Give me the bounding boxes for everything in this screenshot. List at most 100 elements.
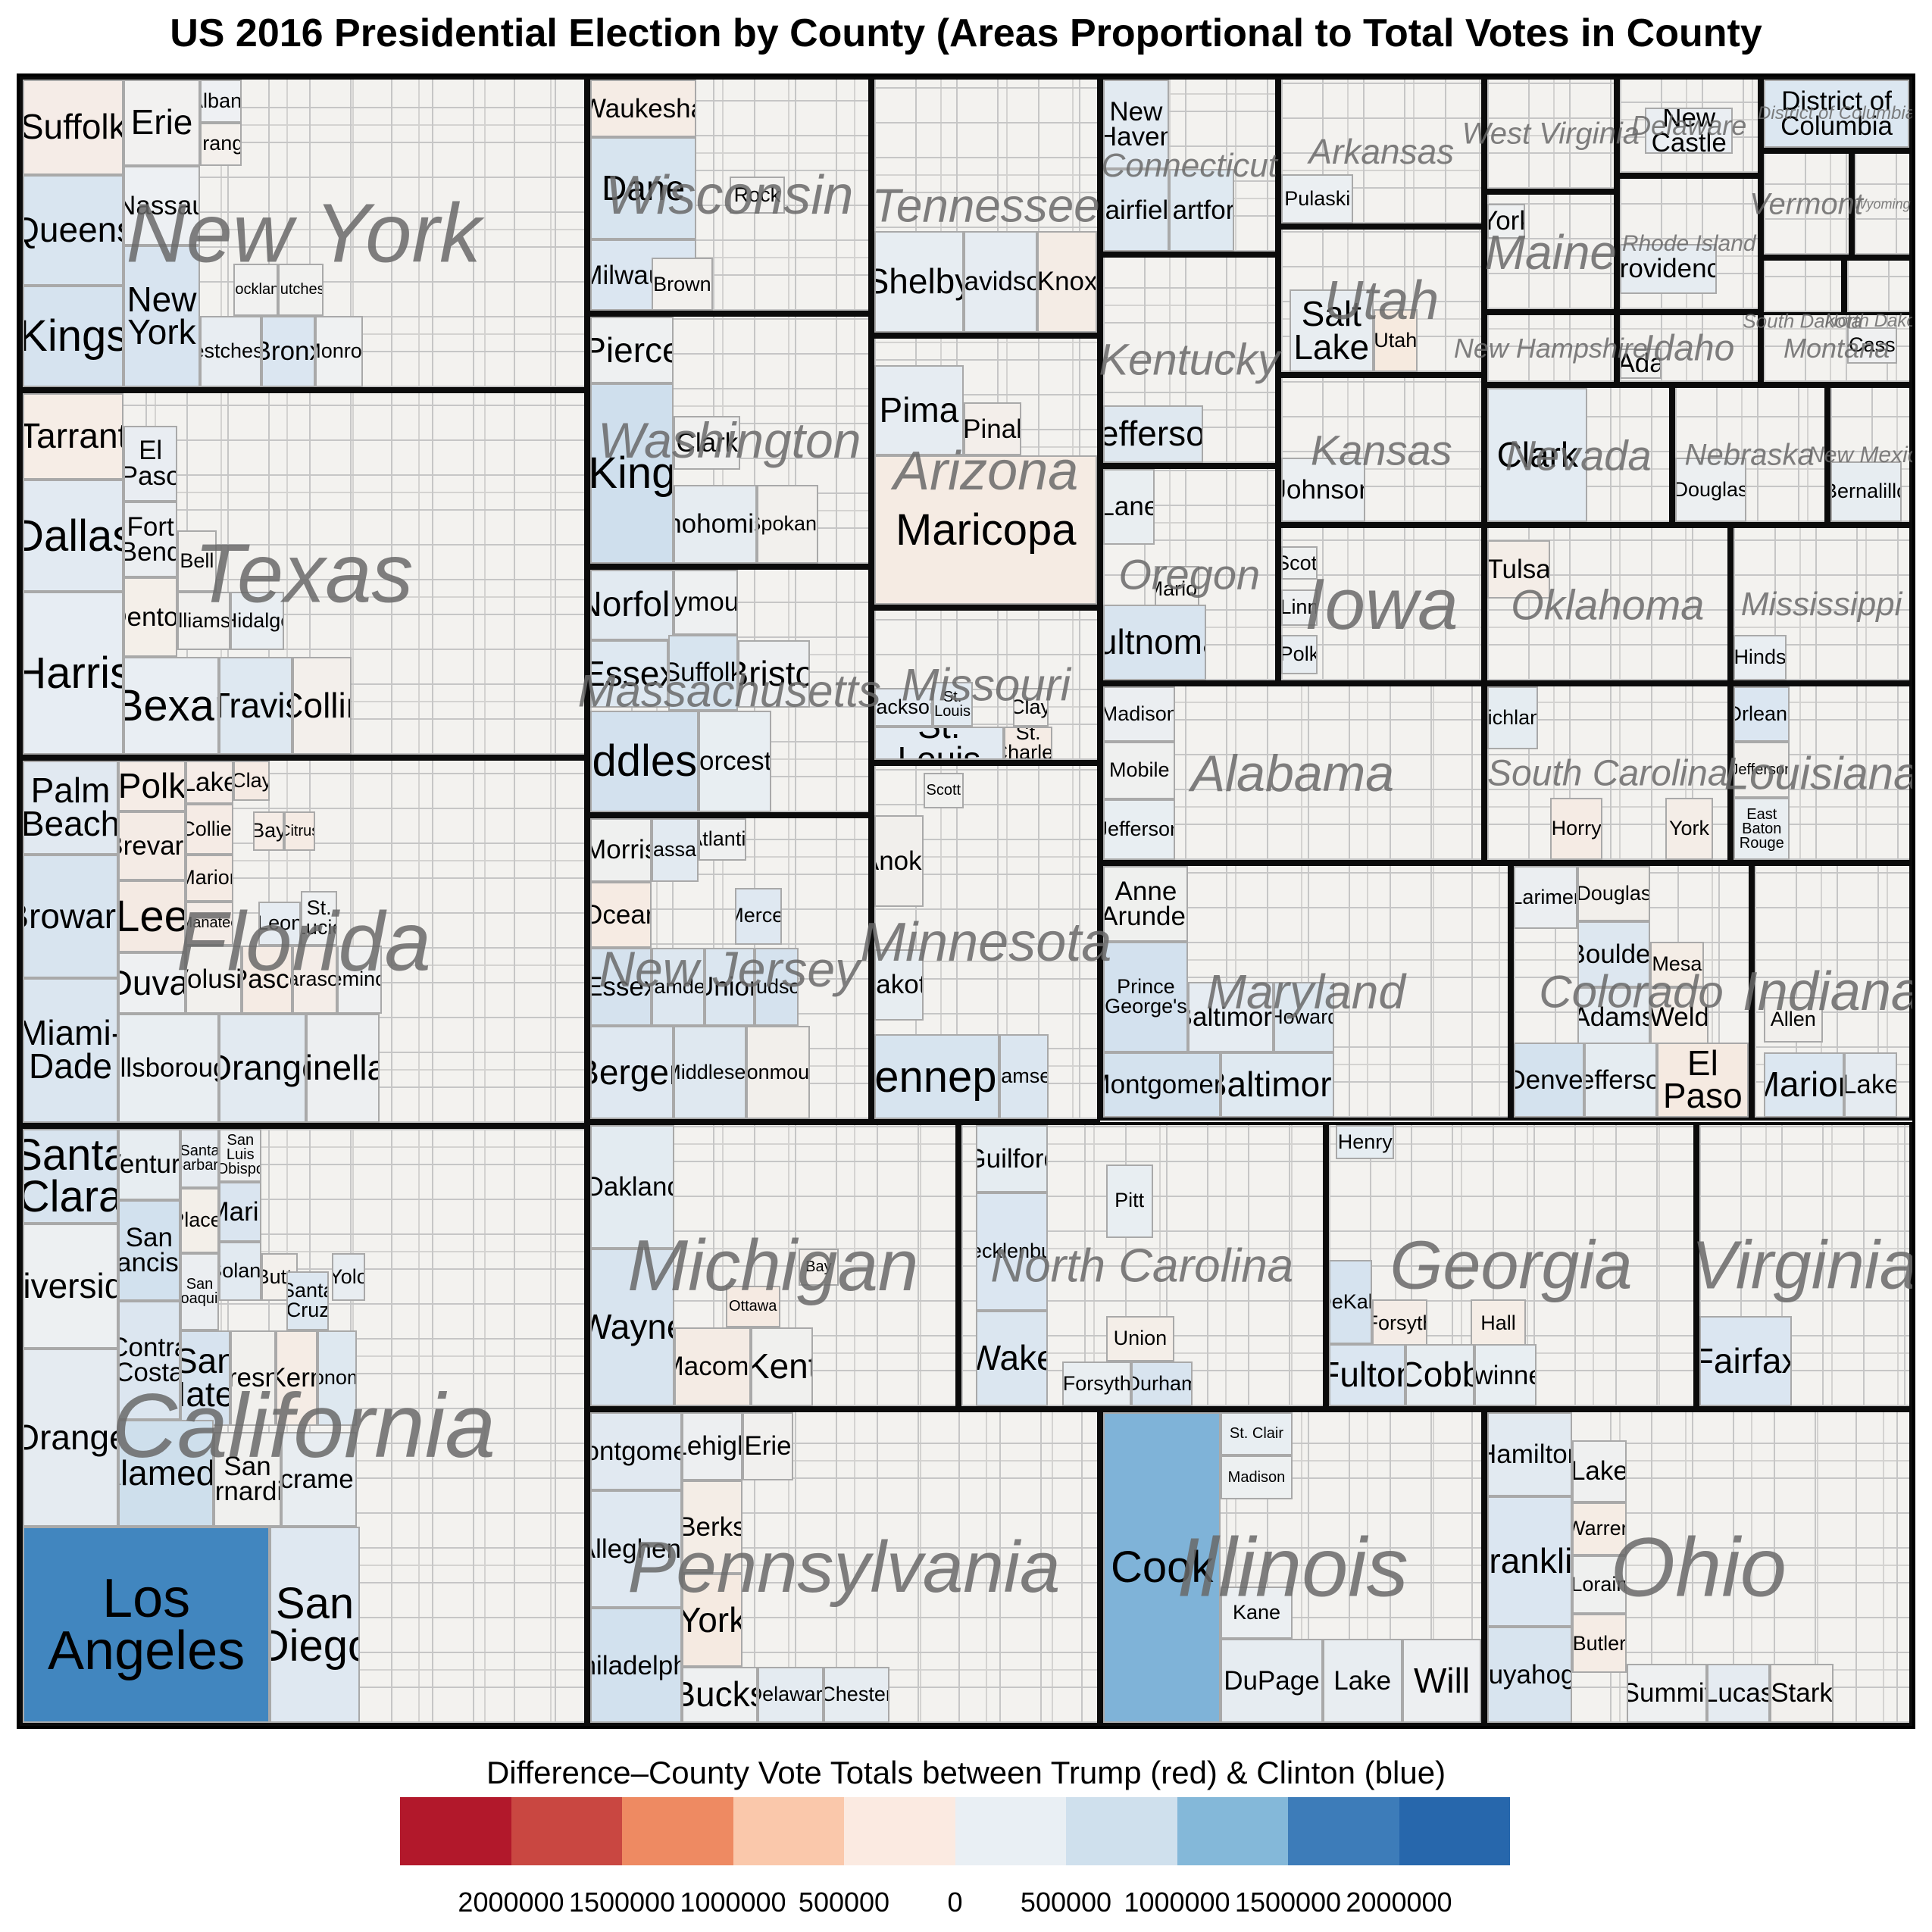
county-waukesha: Waukesha (590, 80, 696, 138)
county-marion: Marion (186, 855, 234, 902)
county-jefferson: Jefferson (1584, 1042, 1658, 1118)
county-label: Lake (1844, 1070, 1897, 1100)
state-oklahoma: Tulsa Oklahoma (1484, 525, 1731, 684)
county-label: Gwinnett (1474, 1360, 1535, 1390)
county-label: Allen (1770, 1007, 1816, 1030)
county-label: Mercer (736, 904, 780, 927)
county-label: Salt Lake (1293, 293, 1370, 367)
county-prince-george-s: Prince George's (1103, 941, 1189, 1052)
county-label: Santa Clara (23, 1130, 119, 1222)
county-rockland: Rockland (233, 264, 279, 317)
county-label: Adams (1579, 1002, 1650, 1032)
county-label: Morris (592, 835, 650, 865)
county-pinal: Pinal (963, 402, 1022, 456)
county-label: Douglas (1674, 477, 1747, 501)
county-label: Douglas (1577, 882, 1650, 905)
county-utah: Utah (1373, 309, 1418, 372)
county-albany: Albany (199, 80, 242, 123)
county-label: Hennepin (874, 1052, 998, 1102)
county-el-paso: El Paso (1657, 1042, 1749, 1118)
county-cass: Cass (1847, 327, 1897, 364)
county-label: Tulsa (1487, 554, 1550, 584)
state-new-hampshire: New Hampshire (1454, 312, 1648, 386)
county-label: Denton (125, 602, 177, 633)
county-essex: Essex (590, 639, 669, 708)
county-ocean: Ocean (590, 881, 652, 948)
county-weld: Weld (1649, 986, 1709, 1048)
county-label: San Diego (271, 1579, 358, 1671)
county-kings: Kings (23, 285, 124, 387)
county-label: Prince George's (1105, 975, 1187, 1018)
county-label: Fairfax (1701, 1340, 1790, 1380)
county-cobb: Cobb (1405, 1344, 1475, 1406)
county-ventura: Ventura (118, 1128, 180, 1200)
county-label: Oakland (592, 1172, 673, 1202)
county-suffolk: Suffolk (668, 635, 738, 711)
county-label: Ventura (119, 1149, 180, 1179)
county-label: Rockland (235, 281, 279, 299)
county-label: Suffolk (670, 658, 736, 688)
county-davidson: Davidson (963, 231, 1037, 333)
county-hennepin: Hennepin (874, 1034, 999, 1120)
county-district-of-columbia: District of Columbia (1764, 80, 1909, 148)
county-suffolk: Suffolk (23, 80, 124, 175)
county-morris: Morris (590, 818, 652, 882)
county-forsyth: Forsyth (1062, 1361, 1131, 1406)
county-new-york: New York (123, 245, 200, 387)
county-label: Snohomish (675, 508, 755, 539)
county-label: Richland (1487, 705, 1537, 729)
county-riverside: Riverside (23, 1224, 119, 1349)
county-label: Henry (1337, 1130, 1393, 1153)
county-label: Durham (1133, 1371, 1191, 1395)
county-pima: Pima (874, 364, 964, 456)
county-label: Hartford (1171, 195, 1234, 225)
county-dane: Dane (590, 137, 696, 239)
county-nassau: Nassau (123, 165, 200, 246)
county-label: Broward (24, 896, 117, 936)
legend-title: Difference–County Vote Totals between Tr… (486, 1755, 1446, 1790)
county-clay: Clay (1012, 688, 1049, 727)
county-douglas: Douglas (1577, 866, 1650, 922)
legend-segment-3 (622, 1797, 733, 1865)
county-oakland: Oakland (590, 1125, 675, 1249)
county-pasco: Pasco (242, 945, 292, 1014)
state-label-iowa: Iowa (1304, 563, 1458, 645)
county-clark: Clark (1487, 388, 1588, 523)
county-middlesex: Middlesex (590, 710, 699, 813)
state-label-tennessee: Tennessee (871, 180, 1100, 233)
county-santa-barbara: Santa Barbara (180, 1128, 220, 1188)
county-dutchess: Dutchess (278, 264, 324, 317)
county-norfolk: Norfolk (590, 569, 674, 640)
legend-segment-10 (1399, 1797, 1510, 1865)
county-label: Palm Beach (23, 771, 119, 844)
state-label-mississippi: Mississippi (1740, 585, 1902, 623)
county-san-diego: San Diego (270, 1527, 360, 1723)
county-dakota: Dakota (874, 949, 924, 1021)
county-label: Polk (1281, 642, 1318, 666)
county-label: Clark (1496, 434, 1578, 474)
county-horry: Horry (1549, 797, 1603, 861)
state-kansas: JohnsonKansas (1278, 375, 1485, 526)
county-label: Dallas (24, 511, 122, 561)
county-multnomah: Multnomah (1103, 604, 1207, 681)
county-knox: Knox (1036, 231, 1098, 333)
county-label: Lucas (1708, 1678, 1771, 1708)
county-fulton: Fulton (1328, 1344, 1405, 1406)
county-label: Utah (1374, 328, 1418, 352)
state-rhode-island: ProvidenceRhode Island (1617, 175, 1762, 313)
county-bristol: Bristol (737, 639, 811, 708)
county-polk: Polk (1281, 634, 1318, 675)
county-label: Marion (187, 866, 232, 889)
county-label: Jefferson (1105, 414, 1202, 453)
state-washington: PierceKingClarkSnohomishSpokaneWashingto… (587, 314, 872, 567)
county-label: Union (1113, 1327, 1168, 1350)
county-label: Tarrant (23, 416, 124, 456)
county-bucks: Bucks (681, 1667, 758, 1723)
county-will: Will (1402, 1639, 1482, 1723)
county-label: Bergen (592, 1052, 672, 1092)
county-label: Pulaski (1284, 186, 1351, 210)
county-label: Lane (1105, 492, 1153, 522)
county-label: Hamilton (1489, 1439, 1570, 1469)
county-el-paso: El Paso (123, 425, 177, 502)
